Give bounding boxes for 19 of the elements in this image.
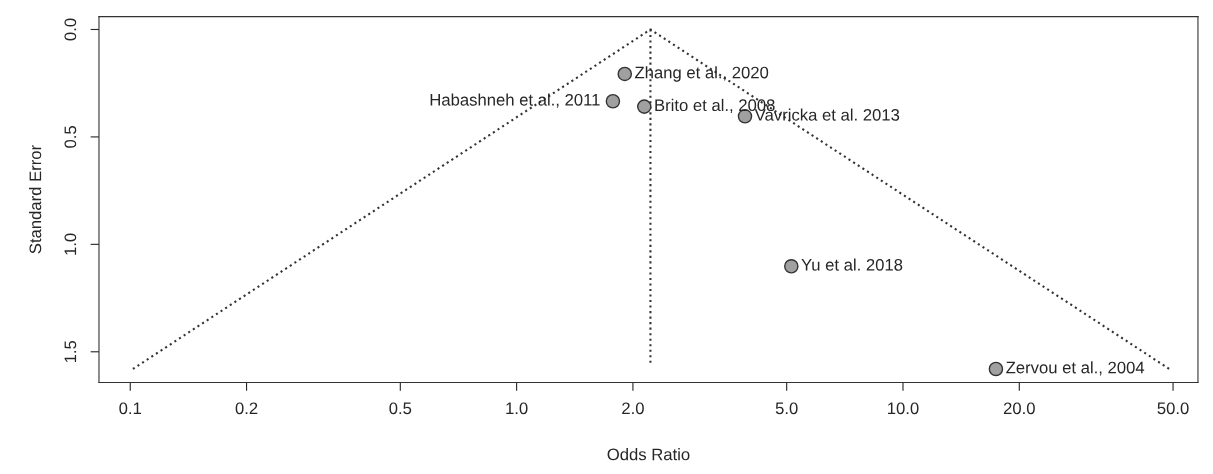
x-tick-label: 20.0 [1003, 402, 1035, 415]
x-tick-label: 50.0 [1157, 402, 1189, 415]
annotation: Zhang et al., 2020 [635, 66, 769, 82]
x-tick-label: 2.0 [622, 402, 644, 415]
annotation: Habashneh et al., 2011 [430, 93, 600, 108]
x-tick-label: 1.0 [506, 402, 528, 415]
y-axis-title: Standard Error [29, 145, 42, 254]
annotation: Yu et al. 2018 [801, 258, 903, 271]
y-tick-label: 1.5 [64, 340, 77, 363]
x-tick-label: 0.1 [119, 402, 142, 415]
x-axis-title: Odds Ratio [607, 448, 690, 461]
x-tick-label: 10.0 [888, 402, 919, 415]
y-tick-label: 1.0 [64, 233, 77, 255]
annotation: Zervou et al., 2004 [1006, 361, 1145, 376]
x-tick-label: 0.5 [389, 402, 412, 415]
x-tick-label: 0.2 [235, 402, 258, 415]
x-tick-label: 5.0 [775, 402, 798, 415]
y-tick-label: 0.0 [64, 18, 77, 41]
y-tick-label: 0.5 [64, 126, 77, 148]
